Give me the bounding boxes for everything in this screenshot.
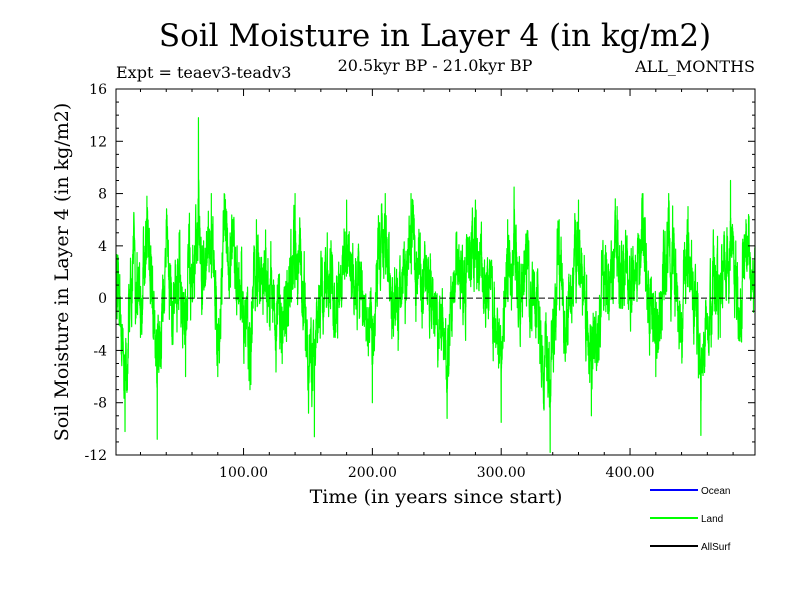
x-tick-label: 300.00: [477, 465, 526, 481]
chart-title: Soil Moisture in Layer 4 (in kg/m2): [159, 18, 711, 54]
legend: Ocean Land AllSurf: [650, 486, 731, 553]
plot-layer: [115, 117, 756, 453]
legend-label-land: Land: [701, 514, 723, 525]
x-tick-label: 400.00: [606, 465, 655, 481]
y-tick-label: 4: [98, 239, 107, 255]
x-tick-label: 100.00: [219, 465, 268, 481]
x-axis-label: Time (in years since start): [310, 486, 563, 508]
months-label: ALL_MONTHS: [634, 57, 755, 76]
axis-layer: -12 -8 -4 0 4 8 12 16 100.00 200.00 300.00 400.00: [84, 82, 756, 481]
y-axis-label: Soil Moisture in Layer 4 (in kg/m2): [51, 103, 73, 442]
legend-label-allsurf: AllSurf: [701, 542, 731, 553]
y-tick-label: 12: [89, 134, 107, 150]
y-tick-label: -8: [93, 396, 107, 412]
y-tick-label: -4: [93, 343, 107, 359]
y-tick-label: 8: [98, 187, 107, 203]
period-label: 20.5kyr BP - 21.0kyr BP: [338, 56, 533, 75]
experiment-label: Expt = teaev3-teadv3: [116, 63, 291, 82]
land-series-line: [115, 117, 756, 453]
y-tick-label: -12: [84, 448, 107, 464]
x-tick-label: 200.00: [348, 465, 397, 481]
y-tick-label: 0: [98, 291, 107, 307]
legend-label-ocean: Ocean: [701, 486, 730, 497]
y-tick-label: 16: [89, 82, 107, 98]
